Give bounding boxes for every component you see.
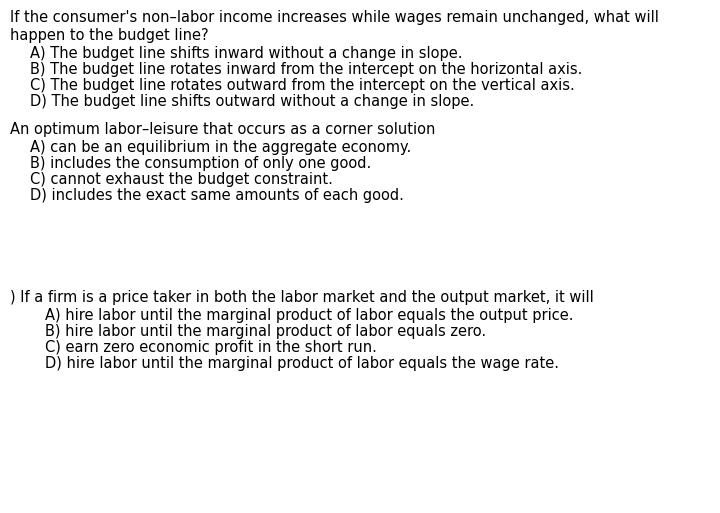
Text: D) The budget line shifts outward without a change in slope.: D) The budget line shifts outward withou… xyxy=(30,94,474,109)
Text: B) includes the consumption of only one good.: B) includes the consumption of only one … xyxy=(30,156,372,171)
Text: C) cannot exhaust the budget constraint.: C) cannot exhaust the budget constraint. xyxy=(30,172,333,187)
Text: A) hire labor until the marginal product of labor equals the output price.: A) hire labor until the marginal product… xyxy=(45,308,574,323)
Text: A) can be an equilibrium in the aggregate economy.: A) can be an equilibrium in the aggregat… xyxy=(30,140,411,155)
Text: C) The budget line rotates outward from the intercept on the vertical axis.: C) The budget line rotates outward from … xyxy=(30,78,575,93)
Text: happen to the budget line?: happen to the budget line? xyxy=(10,28,209,43)
Text: A) The budget line shifts inward without a change in slope.: A) The budget line shifts inward without… xyxy=(30,46,462,61)
Text: An optimum labor–leisure that occurs as a corner solution: An optimum labor–leisure that occurs as … xyxy=(10,122,436,137)
Text: B) hire labor until the marginal product of labor equals zero.: B) hire labor until the marginal product… xyxy=(45,324,486,339)
Text: D) hire labor until the marginal product of labor equals the wage rate.: D) hire labor until the marginal product… xyxy=(45,356,559,371)
Text: D) includes the exact same amounts of each good.: D) includes the exact same amounts of ea… xyxy=(30,188,404,203)
Text: If the consumer's non–labor income increases while wages remain unchanged, what : If the consumer's non–labor income incre… xyxy=(10,10,659,25)
Text: B) The budget line rotates inward from the intercept on the horizontal axis.: B) The budget line rotates inward from t… xyxy=(30,62,582,77)
Text: C) earn zero economic profit in the short run.: C) earn zero economic profit in the shor… xyxy=(45,340,377,355)
Text: ) If a firm is a price taker in both the labor market and the output market, it : ) If a firm is a price taker in both the… xyxy=(10,290,594,305)
